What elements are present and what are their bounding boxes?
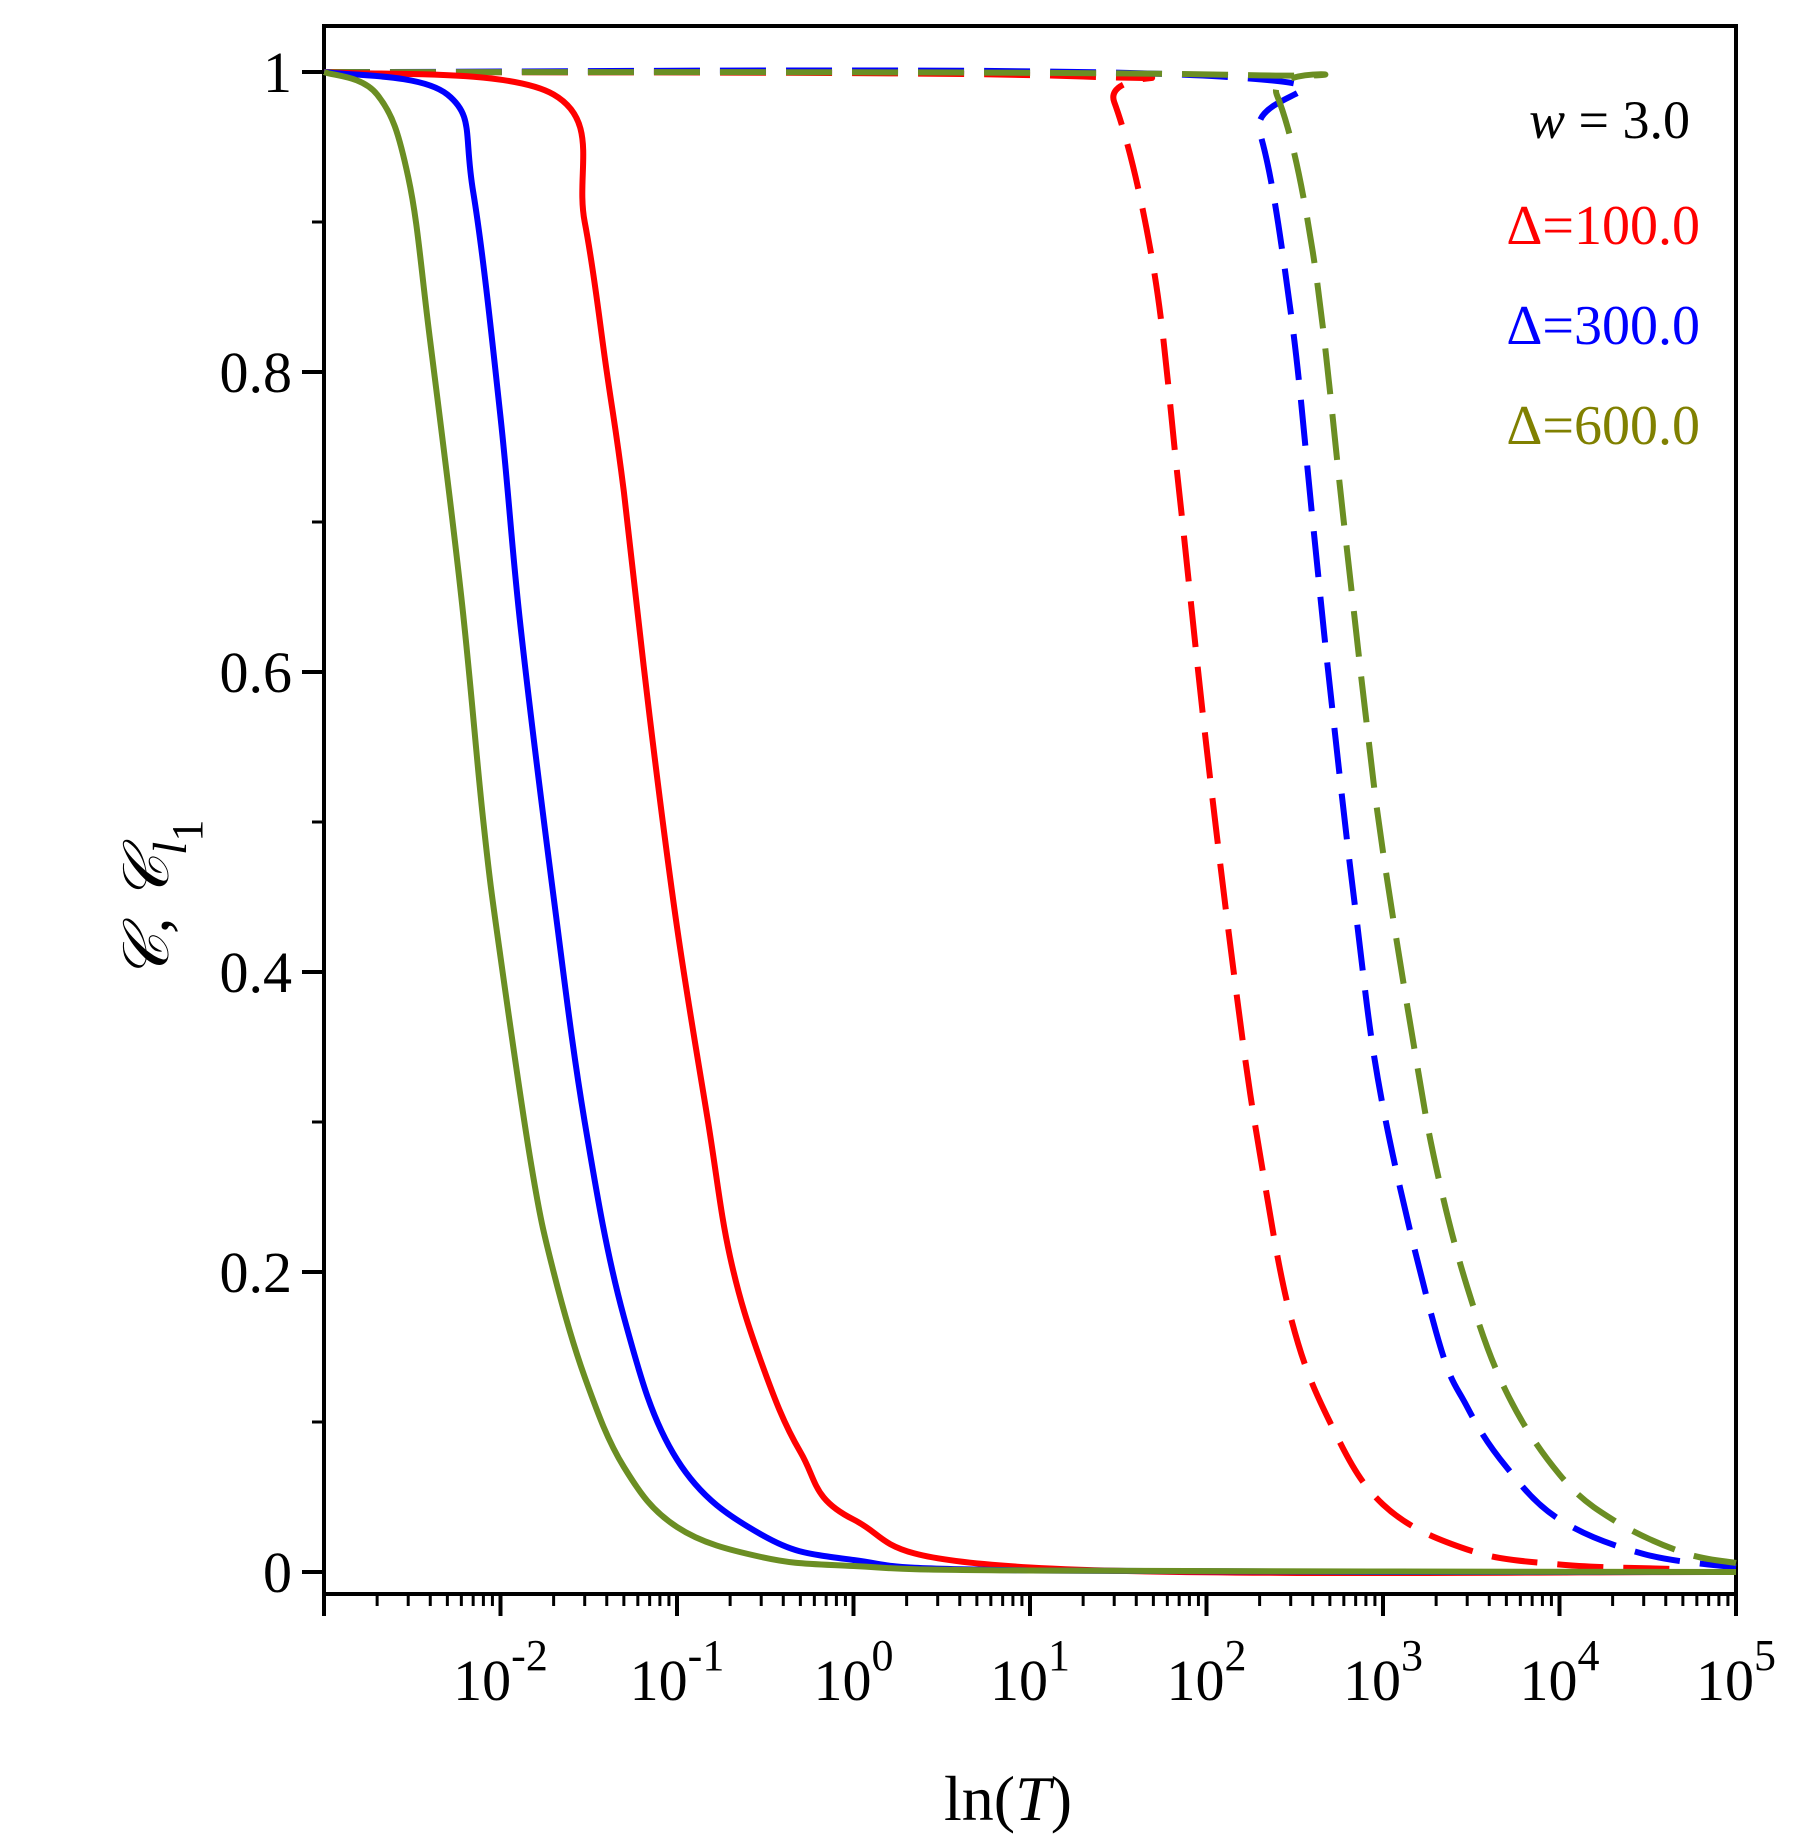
x-tick-label: 10-2 xyxy=(453,1631,548,1713)
x-tick-label: 100 xyxy=(814,1631,894,1713)
plot-frame xyxy=(322,24,1738,1596)
series-line-c-100 xyxy=(323,69,1737,1577)
x-axis-title: ln(T) xyxy=(944,1763,1072,1834)
x-tick-label: 101 xyxy=(990,1631,1070,1713)
x-tick-label: 10-1 xyxy=(630,1631,725,1713)
legend-entry-delta-300: Δ=300.0 xyxy=(1506,295,1700,357)
svg-text:𝒞, 𝒞l1: 𝒞, 𝒞l1 xyxy=(111,820,212,981)
x-tick-label: 103 xyxy=(1343,1631,1423,1713)
y-tick-label: 0.6 xyxy=(220,640,293,705)
x-tick-label: 105 xyxy=(1696,1631,1776,1713)
series-layer xyxy=(322,67,1737,1577)
y-tick-label: 1 xyxy=(263,40,292,105)
series-line-cl1-300 xyxy=(323,67,1737,1571)
y-tick-label: 0.2 xyxy=(220,1240,293,1305)
x-tick-label: 102 xyxy=(1167,1631,1247,1713)
y-tick-label: 0.8 xyxy=(220,340,293,405)
legend-entry-delta-600: Δ=600.0 xyxy=(1506,395,1700,457)
series-line-cl1-600 xyxy=(323,69,1737,1566)
y-tick-label: 0.4 xyxy=(220,940,293,1005)
y-axis-title: 𝒞, 𝒞l1 xyxy=(111,820,212,981)
series-line-cl1-100 xyxy=(323,69,1675,1572)
x-tick-label: 104 xyxy=(1520,1631,1600,1713)
series-line-c-600 xyxy=(322,69,1737,1575)
legend-entry-delta-100: Δ=100.0 xyxy=(1506,195,1700,257)
y-tick-label: 0 xyxy=(263,1540,292,1605)
annotation-w: w = 3.0 xyxy=(1529,90,1690,150)
tick-layer: 10-2 10-1 100 101 102 103 104 105 0 0.2 0.4 0.6 0.8 1 xyxy=(220,40,1777,1713)
